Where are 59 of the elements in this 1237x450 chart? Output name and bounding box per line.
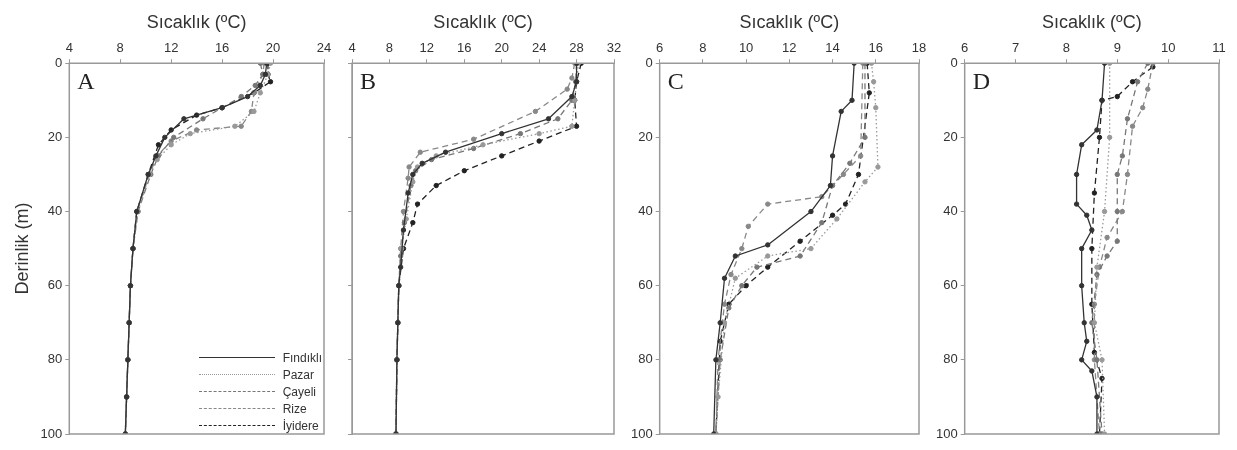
y-tick-label: 20	[638, 128, 653, 144]
x-tick-label: 14	[825, 39, 840, 55]
y-tick-label: 80	[47, 351, 63, 367]
x-axis-title: Sıcaklık (ºC)	[146, 11, 247, 32]
text: Çayeli	[282, 384, 316, 399]
y-tick-label: 40	[638, 203, 653, 219]
x-tick-label: 7	[1011, 39, 1020, 55]
x-tick-label: 8	[116, 39, 124, 55]
x-tick-label: 28	[569, 39, 584, 55]
x-tick-label: 10	[1160, 39, 1176, 55]
y-axis-title: Derinlik (m)	[11, 202, 32, 295]
y-tick-label: 80	[943, 351, 958, 367]
text: Rize	[282, 401, 307, 416]
x-tick-label: 12	[163, 39, 179, 55]
x-tick-label: 6	[961, 39, 969, 55]
x-axis-title: Sıcaklık (ºC)	[433, 11, 533, 32]
y-tick-label: 0	[950, 54, 958, 70]
annotation: D	[972, 68, 991, 95]
x-tick-label: 4	[348, 39, 356, 55]
annotation: C	[667, 68, 684, 95]
x-tick-label: 8	[699, 39, 707, 55]
x-tick-label: 10	[738, 39, 754, 55]
x-tick-label: 20	[494, 39, 509, 55]
x-tick-label: 8	[1062, 39, 1071, 55]
x-axis-title: Sıcaklık (ºC)	[1042, 11, 1142, 32]
x-axis-title: Sıcaklık (ºC)	[739, 11, 840, 32]
x-tick-label: 8	[385, 39, 394, 55]
y-tick-label: 100	[630, 425, 653, 441]
x-tick-label: 12	[419, 39, 435, 55]
x-tick-label: 11	[1212, 39, 1226, 55]
x-tick-label: 24	[531, 39, 547, 55]
y-tick-label: 0	[55, 54, 63, 70]
x-tick-label: 18	[911, 39, 927, 55]
x-tick-label: 16	[457, 39, 472, 55]
y-tick-label: 20	[47, 128, 63, 144]
x-tick-label: 16	[868, 39, 884, 55]
x-tick-label: 20	[265, 39, 281, 55]
x-tick-label: 16	[214, 39, 230, 55]
y-tick-label: 100	[935, 425, 958, 441]
annotation: B	[360, 68, 377, 95]
y-tick-label: 60	[47, 277, 63, 293]
y-tick-label: 20	[943, 128, 958, 144]
x-tick-label: 24	[316, 39, 332, 55]
y-tick-label: 60	[638, 277, 653, 293]
y-tick-label: 40	[943, 203, 958, 219]
y-tick-label: 100	[40, 425, 63, 441]
x-tick-label: 12	[782, 39, 797, 55]
text: Pazar	[282, 367, 314, 382]
y-tick-label: 80	[638, 351, 653, 367]
y-tick-label: 40	[47, 203, 63, 219]
y-tick-label: 0	[645, 54, 653, 70]
text: İyidere	[282, 418, 319, 433]
x-tick-label: 4	[65, 39, 73, 55]
text: Fındıklı	[282, 350, 322, 365]
x-tick-label: 32	[606, 39, 622, 55]
x-tick-label: 9	[1113, 39, 1121, 55]
x-tick-label: 6	[656, 39, 664, 55]
annotation: A	[77, 68, 96, 95]
y-tick-label: 60	[943, 277, 958, 293]
